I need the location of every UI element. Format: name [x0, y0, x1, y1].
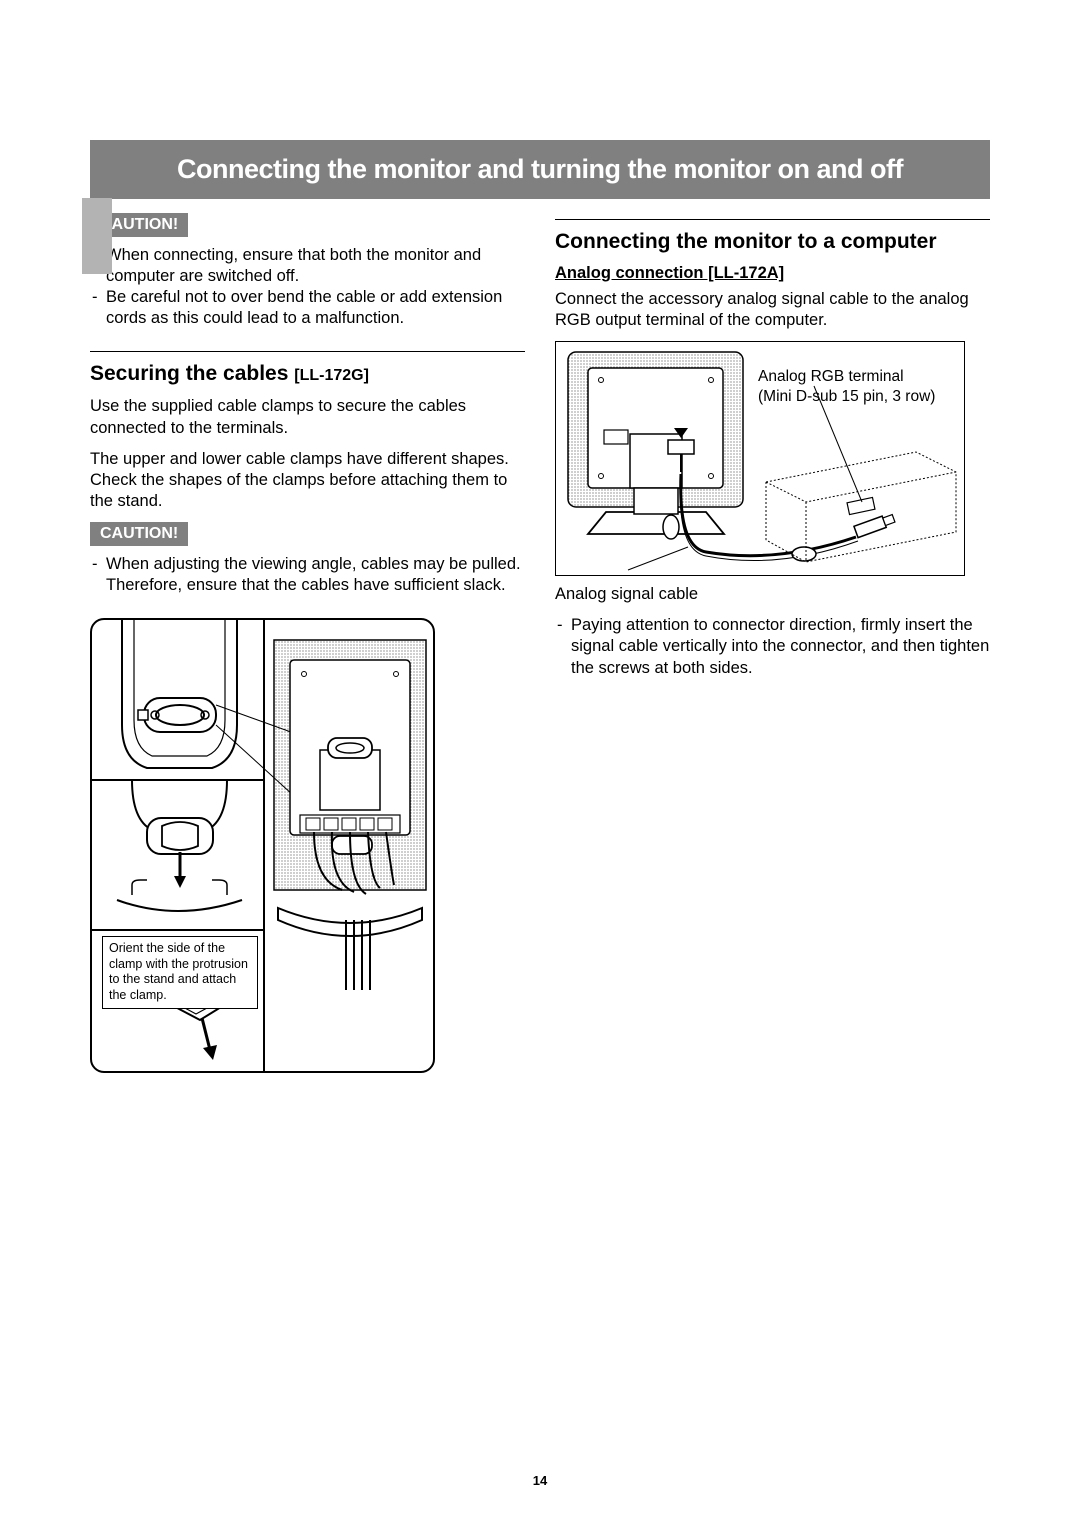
annotation-line2: (Mini D-sub 15 pin, 3 row)	[758, 387, 935, 406]
side-tab	[82, 198, 112, 274]
caution-list-2: -When adjusting the viewing angle, cable…	[90, 554, 525, 596]
right-column: Connecting the monitor to a computer Ana…	[555, 213, 990, 1073]
subheading-analog: Analog connection [LL-172A]	[555, 264, 990, 283]
page-number: 14	[0, 1473, 1080, 1488]
instruction-list: -Paying attention to connector direction…	[555, 615, 990, 678]
caution-list-1: -When connecting, ensure that both the m…	[90, 245, 525, 329]
rule	[555, 219, 990, 220]
figure-note: Orient the side of the clamp with the pr…	[102, 936, 258, 1009]
annotation-terminal: Analog RGB terminal (Mini D-sub 15 pin, …	[758, 367, 935, 406]
rule	[90, 351, 525, 352]
annotation-cable: Analog signal cable	[555, 584, 990, 605]
heading-model: [LL-172G]	[294, 367, 369, 384]
heading-text: Securing the cables	[90, 362, 288, 385]
paragraph: Connect the accessory analog signal cabl…	[555, 289, 990, 331]
figure-cable-clamps: Orient the side of the clamp with the pr…	[90, 618, 435, 1073]
paragraph: The upper and lower cable clamps have di…	[90, 449, 525, 512]
section-heading-connecting: Connecting the monitor to a computer	[555, 230, 990, 254]
caution-item: When connecting, ensure that both the mo…	[106, 245, 525, 287]
page-title: Connecting the monitor and turning the m…	[90, 140, 990, 199]
caution-item: Be careful not to over bend the cable or…	[106, 287, 525, 329]
section-heading-securing: Securing the cables [LL-172G]	[90, 362, 525, 386]
caution-label-2: CAUTION!	[90, 522, 188, 546]
paragraph: Use the supplied cable clamps to secure …	[90, 396, 525, 438]
caution-item: When adjusting the viewing angle, cables…	[106, 554, 525, 596]
instruction-item: Paying attention to connector direction,…	[571, 615, 990, 678]
annotation-line1: Analog RGB terminal	[758, 367, 935, 386]
left-column: CAUTION! -When connecting, ensure that b…	[90, 213, 525, 1073]
figure-analog-connection: Analog RGB terminal (Mini D-sub 15 pin, …	[555, 341, 965, 576]
